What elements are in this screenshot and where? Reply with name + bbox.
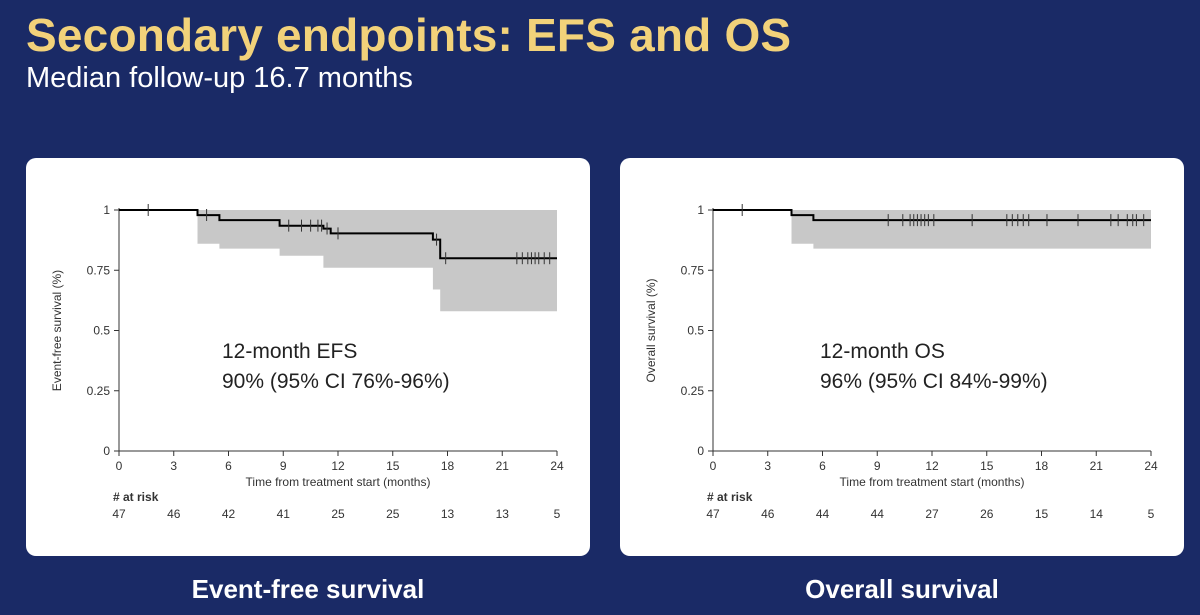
os-x-tick-label: 3	[764, 459, 771, 473]
os-x-axis-label: Time from treatment start (months)	[840, 475, 1025, 489]
os-x-tick-label: 24	[1144, 459, 1158, 473]
efs-x-tick-label: 12	[331, 459, 345, 473]
efs-x-tick-label: 24	[550, 459, 564, 473]
os-x-tick-label: 9	[874, 459, 881, 473]
slide-title: Secondary endpoints: EFS and OS	[26, 9, 792, 61]
efs-annotation-line: 90% (95% CI 76%-96%)	[222, 370, 450, 393]
efs-x-axis-label: Time from treatment start (months)	[246, 475, 431, 489]
efs-km-plot: 0 0.25 0.5 0.75 1 0 3 6 9 12 15 18 21 24 Time from tre…	[50, 203, 564, 521]
efs-y-tick-label: 0	[103, 444, 110, 458]
os-at-risk-count: 46	[761, 507, 775, 521]
efs-at-risk-title: # at risk	[113, 490, 159, 504]
os-at-risk-title: # at risk	[707, 490, 753, 504]
efs-chart-panel: 0 0.25 0.5 0.75 1 0 3 6 9 12 15 18 21 24 Time from tre…	[26, 158, 590, 556]
os-ci-band	[713, 210, 1151, 249]
os-x-tick-label: 12	[925, 459, 939, 473]
os-at-risk-count: 15	[1035, 507, 1049, 521]
os-chart-panel: 0 0.25 0.5 0.75 1 0 3 6 9 12 15 18 21 24 Time from tre…	[620, 158, 1184, 556]
efs-at-risk-count: 25	[386, 507, 400, 521]
efs-y-tick-label: 1	[103, 203, 110, 217]
os-y-tick-label: 0.25	[681, 384, 705, 398]
efs-at-risk-count: 42	[222, 507, 236, 521]
efs-at-risk-count: 46	[167, 507, 181, 521]
efs-ci-band	[119, 210, 557, 312]
os-at-risk-count: 14	[1090, 507, 1104, 521]
os-x-tick-label: 6	[819, 459, 826, 473]
efs-y-axis-label: Event-free survival (%)	[50, 270, 64, 391]
os-at-risk-count: 5	[1148, 507, 1155, 521]
os-annotation-line: 96% (95% CI 84%-99%)	[820, 370, 1048, 393]
efs-at-risk-count: 41	[277, 507, 291, 521]
os-km-plot: 0 0.25 0.5 0.75 1 0 3 6 9 12 15 18 21 24 Time from tre…	[644, 203, 1158, 521]
efs-y-tick-label: 0.25	[87, 384, 111, 398]
efs-y-tick-label: 0.5	[93, 324, 110, 338]
efs-x-tick-label: 6	[225, 459, 232, 473]
efs-at-risk-count: 47	[112, 507, 126, 521]
os-survival-curve	[713, 209, 1151, 222]
os-at-risk-count: 44	[816, 507, 830, 521]
os-at-risk-count: 44	[871, 507, 885, 521]
efs-caption: Event-free survival	[191, 574, 425, 604]
efs-y-tick-label: 0.75	[87, 263, 111, 277]
os-x-tick-label: 21	[1090, 459, 1104, 473]
efs-at-risk-count: 25	[331, 507, 345, 521]
efs-x-tick-label: 3	[170, 459, 177, 473]
os-at-risk-count: 27	[925, 507, 939, 521]
os-at-risk-count: 26	[980, 507, 994, 521]
efs-at-risk-count: 13	[441, 507, 455, 521]
efs-x-tick-label: 18	[441, 459, 455, 473]
os-y-tick-label: 1	[697, 203, 704, 217]
os-y-tick-label: 0.5	[687, 324, 704, 338]
os-caption: Overall survival	[805, 574, 999, 604]
os-at-risk-count: 47	[706, 507, 720, 521]
os-x-tick-label: 18	[1035, 459, 1049, 473]
efs-annotation-line: 12-month EFS	[222, 340, 357, 363]
efs-x-tick-label: 21	[496, 459, 510, 473]
os-x-tick-label: 0	[710, 459, 717, 473]
os-y-tick-label: 0.75	[681, 263, 705, 277]
os-annotation-line: 12-month OS	[820, 340, 945, 363]
efs-at-risk-count: 5	[554, 507, 561, 521]
os-y-axis-label: Overall survival (%)	[644, 278, 658, 382]
efs-x-tick-label: 15	[386, 459, 400, 473]
efs-x-tick-label: 9	[280, 459, 287, 473]
os-y-tick-label: 0	[697, 444, 704, 458]
os-x-tick-label: 15	[980, 459, 994, 473]
slide-subtitle: Median follow-up 16.7 months	[26, 62, 413, 94]
efs-x-tick-label: 0	[116, 459, 123, 473]
efs-at-risk-count: 13	[496, 507, 510, 521]
